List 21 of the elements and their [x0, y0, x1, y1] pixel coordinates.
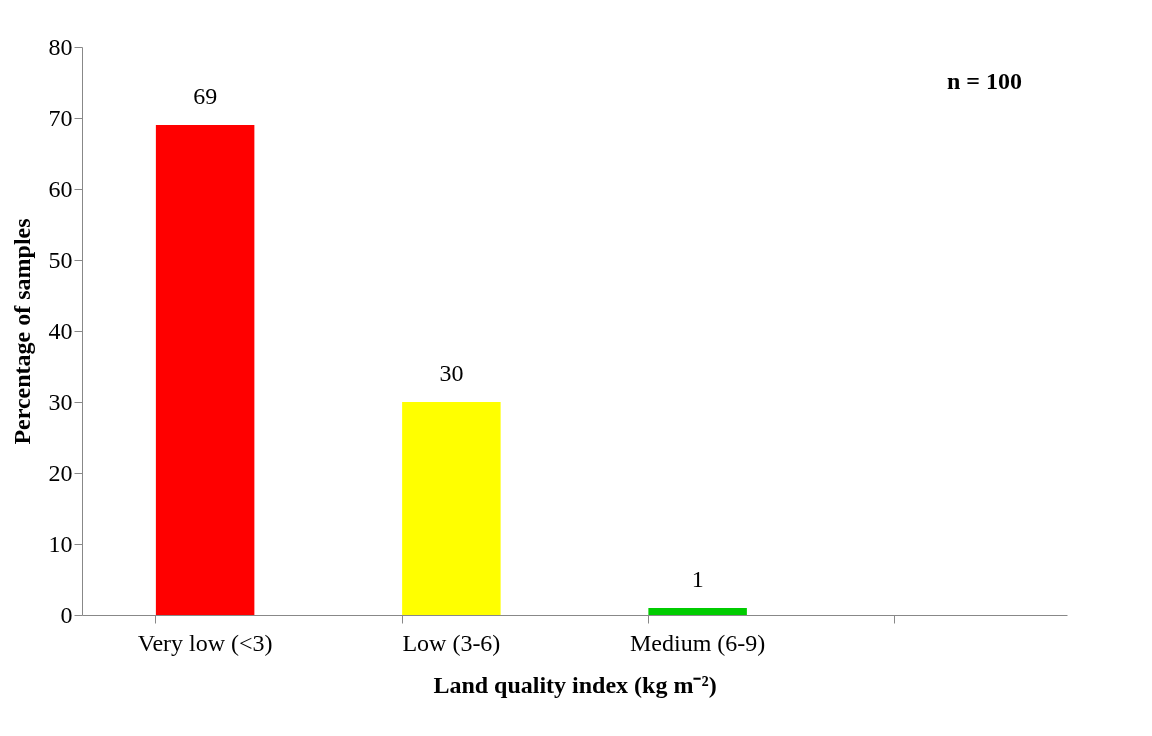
- y-tick-label: 80: [48, 33, 73, 60]
- y-tick-label: 70: [48, 104, 73, 131]
- bar: [155, 125, 255, 615]
- y-tick-label: 50: [48, 246, 73, 273]
- y-tick-label: 30: [48, 388, 73, 415]
- y-tick-label: 20: [48, 459, 73, 486]
- x-tick-label: Medium (6-9): [629, 629, 766, 656]
- x-axis-title: Land quality index (kg m⁻²): [433, 671, 717, 698]
- annotation: n = 100: [946, 68, 1022, 94]
- bar: [402, 402, 501, 615]
- y-tick-label: 60: [48, 175, 73, 202]
- data-label: 30: [439, 360, 464, 386]
- y-tick-label: 40: [48, 317, 73, 344]
- y-axis-title: Percentage of samples: [8, 218, 35, 445]
- y-tick-label: 10: [48, 530, 73, 557]
- y-tick-label: 0: [60, 601, 73, 628]
- x-tick-label: Low (3-6): [402, 629, 501, 656]
- data-label: 69: [193, 83, 218, 110]
- bar: [648, 607, 747, 615]
- data-label: 1: [691, 565, 704, 592]
- x-tick-label: Very low (<3): [137, 629, 273, 656]
